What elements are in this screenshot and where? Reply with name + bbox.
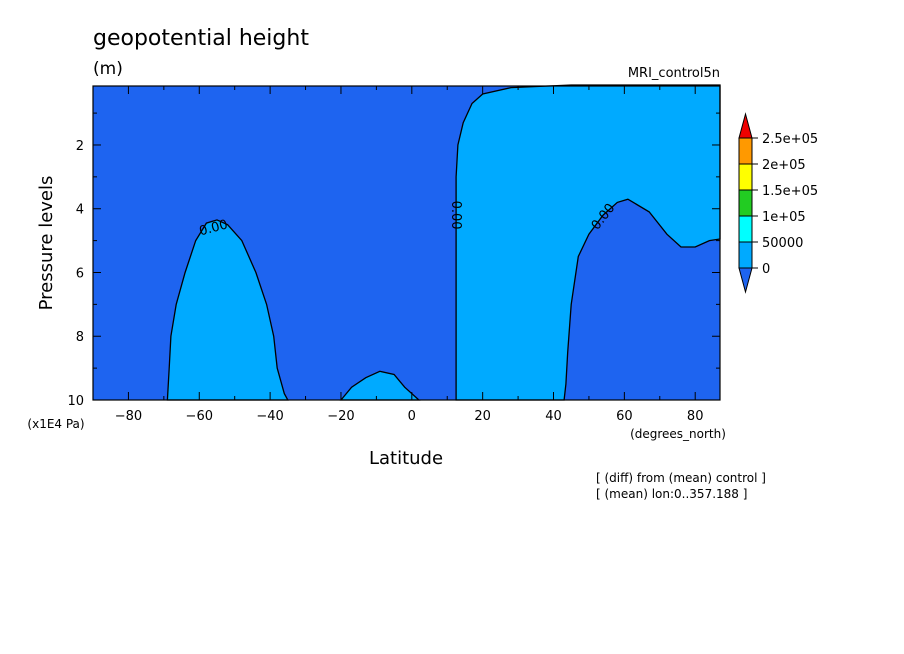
y-tick-label: 10: [67, 394, 84, 409]
colorbar-label: 50000: [762, 236, 803, 251]
x-tick-label: −60: [186, 409, 213, 424]
y-tick-label: 4: [76, 203, 84, 218]
x-tick-label: 40: [545, 409, 562, 424]
colorbar-segment: [738, 241, 753, 269]
region-southern: [166, 219, 289, 401]
y-axis-units: (x1E4 Pa): [27, 417, 84, 431]
colorbar-segment: [738, 112, 753, 139]
region-northern: [455, 84, 721, 401]
contour-label-south: 0.00: [198, 217, 230, 239]
contour-label-mid-text: 0.00: [448, 201, 463, 230]
colorbar-label: 1.5e+05: [762, 184, 818, 199]
x-tick-label: 60: [616, 409, 633, 424]
y-tick-label: 8: [76, 330, 84, 345]
y-tick-label: 2: [76, 139, 84, 154]
colorbar: 0 50000 1e+05 1.5e+05 2e+05 2.5e+05: [738, 112, 818, 294]
note-line-1: [ (diff) from (mean) control ]: [596, 471, 766, 485]
colorbar-segment: [738, 189, 753, 217]
x-axis-label: Latitude: [369, 448, 443, 469]
note-line-2: [ (mean) lon:0..357.188 ]: [596, 487, 747, 501]
x-axis-units: (degrees_north): [630, 427, 726, 441]
x-tick-label: −40: [256, 409, 283, 424]
plot-frame: [92, 85, 721, 401]
x-axis: −80 −60 −40 −20 0 20 40 60 80: [92, 86, 704, 424]
colorbar-label: 2.5e+05: [762, 132, 818, 147]
x-tick-label: 80: [687, 409, 704, 424]
colorbar-label: 2e+05: [762, 158, 806, 173]
y-axis-label: Pressure levels: [36, 176, 57, 311]
y-axis: 2 4 6 8 10: [67, 112, 720, 409]
x-tick-label: −20: [327, 409, 354, 424]
x-tick-label: 0: [408, 409, 416, 424]
contour-label-south-text: 0.00: [198, 217, 230, 239]
y-tick-label: 6: [76, 266, 84, 281]
plot-area: 0.00 0.00 0.00: [92, 84, 721, 401]
colorbar-segment: [738, 215, 753, 243]
dataset-label: MRI_control5n: [628, 66, 720, 81]
region-equatorial: [339, 370, 421, 401]
colorbar-segment: [738, 267, 753, 294]
colorbar-label: 1e+05: [762, 210, 806, 225]
x-tick-label: −80: [115, 409, 142, 424]
colorbar-segment: [738, 137, 753, 165]
colorbar-segment: [738, 163, 753, 191]
colorbar-label: 0: [762, 262, 770, 277]
chart-units: (m): [93, 59, 123, 79]
chart-title: geopotential height: [93, 26, 309, 51]
x-tick-label: 20: [474, 409, 491, 424]
contour-label-mid: 0.00: [448, 201, 463, 230]
